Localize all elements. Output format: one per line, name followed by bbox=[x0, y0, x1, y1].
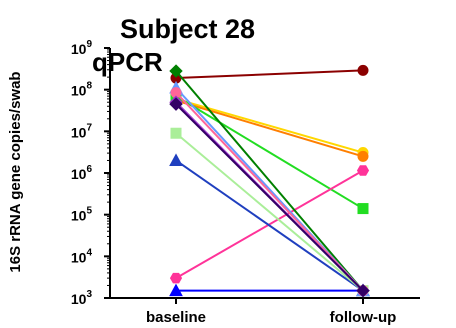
series-line bbox=[175, 69, 364, 80]
series-line bbox=[175, 103, 364, 292]
series-line bbox=[175, 70, 364, 292]
series-line bbox=[175, 99, 364, 158]
y-tick-label: 109 bbox=[71, 39, 93, 57]
series bbox=[169, 165, 370, 284]
x-tick-label: follow-up bbox=[330, 309, 397, 326]
y-axis-label: 16S rRNA gene copies/swab bbox=[7, 71, 24, 272]
series-line bbox=[175, 159, 364, 292]
series-line bbox=[175, 95, 364, 210]
series bbox=[169, 97, 370, 298]
series bbox=[169, 283, 370, 297]
series-line bbox=[175, 91, 364, 292]
data-point bbox=[169, 97, 183, 111]
data-point bbox=[169, 64, 183, 78]
series-line bbox=[175, 169, 364, 279]
data-point bbox=[356, 283, 370, 298]
y-tick-label: 104 bbox=[71, 247, 93, 265]
x-tick-label: baseline bbox=[146, 309, 206, 326]
series bbox=[169, 64, 370, 298]
series-line bbox=[175, 132, 364, 292]
series bbox=[170, 64, 369, 84]
series-line bbox=[175, 97, 364, 154]
y-tick-label: 108 bbox=[71, 81, 93, 99]
data-point bbox=[357, 203, 369, 215]
y-tick-label: 103 bbox=[71, 289, 93, 307]
x-axis: baseline follow-up bbox=[110, 297, 420, 326]
y-tick-label: 106 bbox=[71, 164, 93, 182]
data-point bbox=[170, 127, 182, 139]
data-point bbox=[169, 283, 183, 297]
y-tick-label: 107 bbox=[71, 122, 93, 140]
data-point bbox=[357, 150, 369, 162]
y-axis: 103 104 105 106 107 108 109 bbox=[71, 39, 111, 307]
data-point bbox=[356, 165, 370, 176]
series-layer bbox=[169, 64, 370, 298]
data-point bbox=[169, 153, 183, 166]
data-point bbox=[357, 64, 369, 76]
series bbox=[169, 153, 370, 297]
y-tick-label: 105 bbox=[71, 206, 93, 224]
data-point bbox=[169, 272, 183, 284]
chart-title: Subject 28 bbox=[120, 14, 255, 44]
chart-subtitle: qPCR bbox=[92, 47, 163, 77]
